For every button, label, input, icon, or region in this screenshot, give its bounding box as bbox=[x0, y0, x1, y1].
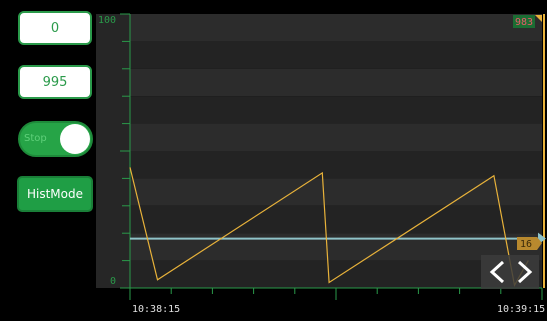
grid-band bbox=[130, 151, 542, 179]
max-value-text: 995 bbox=[42, 74, 68, 90]
grid-band bbox=[130, 96, 542, 124]
max-marker-tip bbox=[535, 15, 542, 22]
y-axis-bottom-label: 0 bbox=[110, 276, 116, 287]
grid-band bbox=[130, 41, 542, 69]
toggle-knob bbox=[60, 124, 90, 154]
threshold-marker-tip bbox=[537, 237, 542, 250]
x-axis-end-label: 10:39:15 bbox=[497, 304, 545, 315]
grid-band bbox=[130, 14, 542, 42]
max-value-field[interactable]: 995 bbox=[18, 65, 92, 99]
control-sidebar: 0 995 Stop HistMode bbox=[0, 0, 96, 321]
grid-band bbox=[130, 260, 542, 288]
min-value-text: 0 bbox=[50, 20, 60, 36]
max-marker-label: 983 bbox=[515, 17, 533, 28]
threshold-marker-bg bbox=[517, 237, 537, 250]
threshold-marker-label: 16 bbox=[520, 239, 532, 250]
stop-toggle[interactable]: Stop bbox=[18, 121, 93, 157]
grid-band bbox=[130, 68, 542, 97]
max-marker: 983 bbox=[513, 15, 542, 28]
grid-band bbox=[130, 123, 542, 151]
chevron-left-icon[interactable] bbox=[487, 259, 509, 285]
trend-chart-svg: 100 0 10:38:15 10:39:15 983 16 bbox=[96, 0, 547, 321]
hist-mode-button[interactable]: HistMode bbox=[17, 176, 93, 212]
grid-band bbox=[130, 178, 542, 206]
grid-band bbox=[130, 205, 542, 234]
y-axis-top-label: 100 bbox=[98, 15, 116, 26]
chevron-right-icon[interactable] bbox=[513, 259, 535, 285]
trend-chart: 100 0 10:38:15 10:39:15 983 16 bbox=[96, 0, 547, 321]
toggle-label: Stop bbox=[24, 133, 47, 144]
hist-mode-label: HistMode bbox=[26, 187, 83, 201]
threshold-marker: 16 bbox=[517, 237, 542, 250]
min-value-field[interactable]: 0 bbox=[18, 11, 92, 45]
x-axis-start-label: 10:38:15 bbox=[132, 304, 180, 315]
max-marker-bg bbox=[513, 15, 535, 28]
